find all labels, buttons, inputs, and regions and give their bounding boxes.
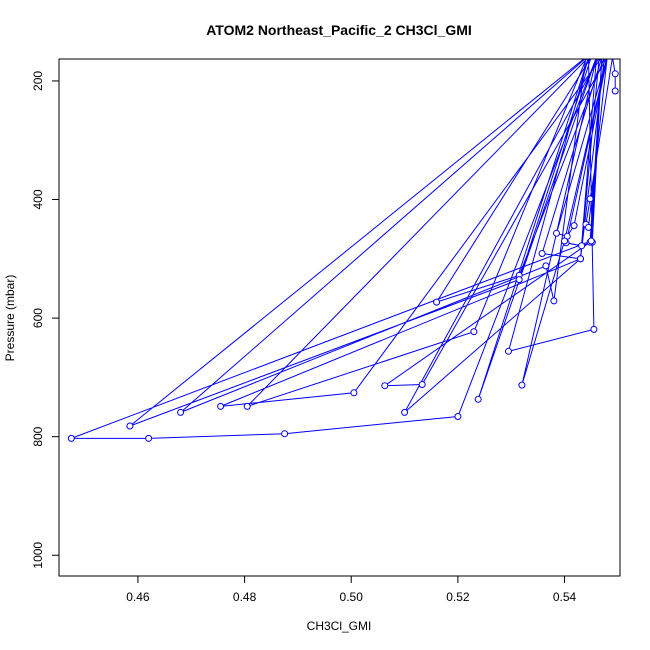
data-point — [585, 223, 592, 231]
y-tick-label: 1000 — [31, 542, 45, 569]
data-point — [243, 402, 251, 410]
data-point — [470, 328, 478, 336]
data-point — [401, 408, 409, 416]
data-point — [590, 325, 598, 333]
data-point — [145, 434, 153, 442]
data-point — [611, 87, 619, 95]
plot-frame — [58, 58, 621, 577]
data-point — [561, 237, 568, 245]
data-point — [578, 242, 586, 250]
data-point — [538, 250, 546, 257]
y-axis: 200 400 600 800 1000 — [31, 71, 59, 569]
chart-title: ATOM2 Northeast_Pacific_2 CH3Cl_GMI — [206, 22, 472, 38]
data-point — [611, 70, 619, 78]
data-point — [433, 298, 441, 306]
data-point — [586, 195, 594, 203]
data-point — [505, 347, 512, 355]
data-point — [587, 237, 595, 245]
series-line — [71, 59, 616, 439]
data-point — [577, 255, 584, 263]
data-point — [474, 395, 482, 403]
data-point — [542, 262, 550, 270]
y-tick-label: 600 — [31, 308, 45, 328]
data-point — [126, 422, 134, 430]
data-point — [518, 381, 526, 389]
data-point — [281, 430, 289, 438]
x-axis-label: CH3Cl_GMI — [307, 619, 372, 633]
data-point — [217, 402, 225, 410]
x-tick-label: 0.50 — [340, 590, 364, 604]
x-tick-label: 0.48 — [233, 590, 257, 604]
y-tick-label: 200 — [31, 71, 45, 91]
data-point — [350, 389, 358, 397]
data-point — [553, 229, 560, 237]
data-point — [381, 382, 389, 390]
y-axis-label: Pressure (mbar) — [3, 275, 17, 362]
data-point — [454, 413, 462, 420]
data-point — [570, 222, 578, 230]
x-tick-label: 0.52 — [446, 590, 470, 604]
series-layer — [67, 59, 619, 442]
x-axis: 0.46 0.48 0.50 0.52 0.54 — [126, 576, 577, 604]
data-point — [550, 297, 558, 305]
data-point — [515, 276, 523, 284]
y-tick-label: 400 — [31, 189, 45, 209]
x-tick-label: 0.46 — [126, 590, 150, 604]
data-point — [67, 434, 75, 442]
x-tick-label: 0.54 — [553, 590, 577, 604]
data-point — [418, 381, 426, 388]
y-tick-label: 800 — [31, 426, 45, 446]
data-point — [177, 408, 185, 416]
